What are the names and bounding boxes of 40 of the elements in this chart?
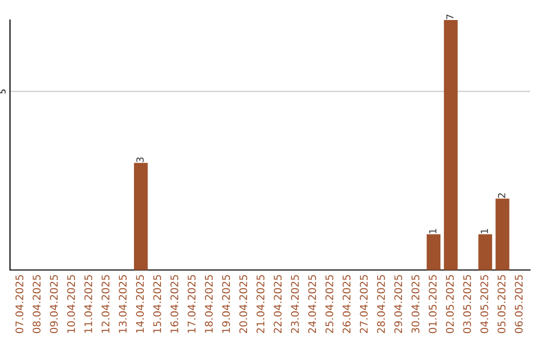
x-tick-label: 30.04.2025 — [412, 275, 420, 334]
x-tick-label: 13.04.2025 — [118, 275, 127, 333]
x-tick-label: 12.04.2025 — [102, 275, 110, 333]
bar — [426, 234, 440, 270]
x-tick-label: 06.05.2025 — [514, 275, 523, 334]
x-tick-label: 21.04.2025 — [256, 275, 264, 334]
x-tick-label: 26.04.2025 — [342, 275, 351, 334]
x-tick-label: 11.04.2025 — [84, 275, 92, 333]
x-tick-label: 28.04.2025 — [377, 275, 385, 334]
x-tick-label: 27.04.2025 — [360, 275, 368, 334]
x-tick-label: 05.05.2025 — [498, 275, 506, 334]
data-label: 1 — [429, 229, 436, 234]
x-tick-label: 18.04.2025 — [204, 275, 213, 333]
x-tick-label: 02.05.2025 — [446, 275, 454, 334]
data-label: 7 — [446, 14, 454, 20]
x-tick-label: 03.05.2025 — [463, 275, 472, 334]
x-tick-label: 04.05.2025 — [480, 275, 488, 334]
x-tick-label: 19.04.2025 — [222, 275, 230, 333]
bar — [478, 234, 492, 270]
x-tick-label: 16.04.2025 — [170, 275, 178, 333]
data-label: 3 — [136, 157, 144, 162]
x-tick-label: 17.04.2025 — [188, 275, 196, 333]
x-tick-label: 29.04.2025 — [394, 275, 402, 334]
x-tick-label: 22.04.2025 — [274, 275, 282, 334]
bar — [444, 20, 458, 270]
x-tick-label: 24.04.2025 — [308, 275, 316, 334]
x-tick-label: 23.04.2025 — [290, 275, 299, 334]
x-tick-label: 09.04.2025 — [50, 275, 58, 334]
x-tick-label: 15.04.2025 — [153, 275, 162, 333]
data-label: 2 — [498, 193, 506, 198]
x-tick-label: 25.04.2025 — [325, 275, 334, 334]
bar — [134, 162, 148, 270]
data-label: 1 — [480, 229, 488, 234]
x-tick-label: 01.05.2025 — [428, 275, 437, 334]
x-tick-label: 20.04.2025 — [239, 275, 248, 334]
x-tick-label: 10.04.2025 — [67, 275, 76, 333]
bar — [496, 198, 510, 270]
x-tick-label: 14.04.2025 — [136, 275, 144, 333]
x-tick-label: 08.04.2025 — [32, 275, 41, 334]
x-tick-label: 07.04.2025 — [15, 275, 24, 334]
